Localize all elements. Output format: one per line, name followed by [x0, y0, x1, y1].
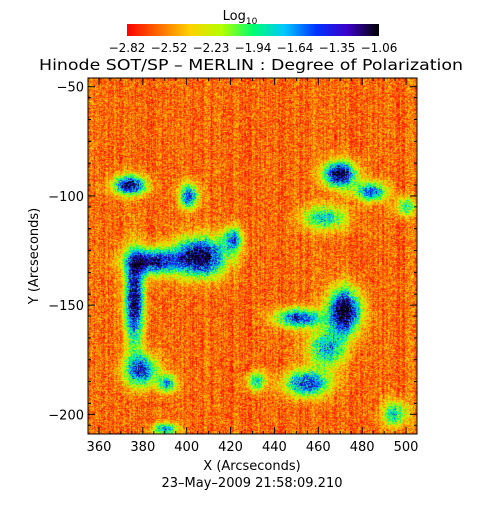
x-tick-label: 360 — [87, 440, 112, 455]
colorbar: Log10 −2.82 −2.52 −2.23 −1.94 −1.64 −1.35 −1.0… — [109, 9, 398, 55]
x-tick-label: 480 — [350, 440, 375, 455]
chart-title: Hinode SOT/SP – MERLIN : Degree of Polar… — [39, 56, 463, 74]
plot-area — [87, 77, 418, 435]
x-tick-label: 420 — [218, 440, 243, 455]
colorbar-label-subscript: 10 — [246, 17, 258, 27]
x-tick-label: 500 — [394, 440, 419, 455]
colorbar-label-base: Log — [223, 9, 246, 24]
colorbar-tick-label: −2.52 — [151, 41, 188, 55]
y-tick-label: −50 — [57, 81, 84, 96]
x-axis-label: X (Arcseconds) — [203, 459, 300, 474]
x-tick-label: 400 — [174, 440, 199, 455]
y-tick-label: −200 — [48, 408, 84, 423]
colorbar-tick-labels: −2.82 −2.52 −2.23 −1.94 −1.64 −1.35 −1.06 — [109, 41, 398, 55]
y-axis: −50 −100 −150 −200 — [48, 81, 417, 426]
colorbar-tick-label: −1.06 — [361, 41, 398, 55]
heatmap-image — [88, 78, 417, 434]
x-tick-label: 460 — [306, 440, 331, 455]
colorbar-label: Log10 — [223, 9, 258, 27]
colorbar-tick-label: −2.23 — [193, 41, 230, 55]
x-axis: 360 380 400 420 440 460 480 500 — [87, 78, 419, 455]
heatmap-canvas — [88, 78, 417, 434]
colorbar-tick-label: −1.94 — [235, 41, 272, 55]
colorbar-tick-label: −1.35 — [319, 41, 356, 55]
y-tick-label: −100 — [48, 190, 84, 205]
colorbar-strip — [127, 24, 379, 36]
colorbar-tick-label: −2.82 — [109, 41, 146, 55]
colorbar-tick-label: −1.64 — [277, 41, 314, 55]
observation-timestamp: 23–May–2009 21:58:09.210 — [162, 476, 343, 491]
x-tick-label: 440 — [262, 440, 287, 455]
y-tick-label: −150 — [48, 299, 84, 314]
y-axis-label: Y (Arcseconds) — [27, 208, 42, 305]
x-tick-label: 380 — [130, 440, 155, 455]
